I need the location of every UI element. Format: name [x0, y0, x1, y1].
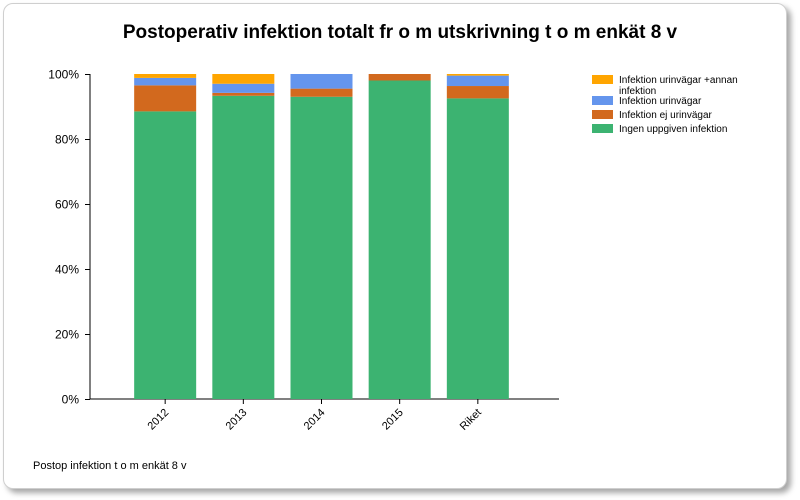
- x-tick-label: 2015: [380, 407, 406, 433]
- y-tick-label: 20%: [55, 328, 79, 342]
- legend-swatch: [592, 124, 613, 133]
- y-tick-label: 0%: [62, 393, 80, 407]
- legend-label: Infektion urinvägar: [619, 96, 702, 107]
- legend-label: infektion: [619, 86, 656, 97]
- legend-label: Ingen uppgiven infektion: [619, 124, 727, 135]
- bar-segment: [212, 95, 275, 400]
- bar-segment: [212, 83, 275, 93]
- chart-title: Postoperativ infektion totalt fr o m uts…: [122, 22, 678, 43]
- y-tick-label: 60%: [55, 198, 79, 212]
- y-tick-label: 40%: [55, 263, 79, 277]
- bar-segment: [134, 77, 197, 86]
- y-tick-label: 80%: [55, 133, 79, 147]
- bar-segment: [368, 74, 431, 81]
- bar-segment: [446, 98, 509, 399]
- x-tick-label: 2014: [302, 407, 328, 433]
- bar-segment: [134, 111, 197, 399]
- x-tick-label: Riket: [458, 407, 484, 433]
- chart-footer: Postop infektion t o m enkät 8 v: [33, 460, 187, 472]
- bar-segment: [290, 88, 353, 97]
- legend-swatch: [592, 110, 613, 119]
- bar-segment: [446, 74, 509, 76]
- bar-segment: [290, 74, 353, 89]
- legend-swatch: [592, 75, 613, 84]
- bar-segment: [446, 75, 509, 87]
- legend-label: Infektion ej urinvägar: [619, 110, 713, 121]
- y-tick-label: 100%: [48, 68, 79, 82]
- legend-swatch: [592, 96, 613, 105]
- legend-label: Infektion urinvägar +annan: [619, 75, 738, 86]
- bar-segment: [134, 74, 197, 78]
- bar-segment: [368, 80, 431, 399]
- x-tick-label: 2012: [145, 407, 171, 433]
- x-tick-label: 2013: [224, 407, 250, 433]
- bar-segment: [212, 92, 275, 96]
- bar-segment: [212, 74, 275, 84]
- bar-segment: [290, 96, 353, 399]
- bar-segment: [446, 86, 509, 99]
- bar-segment: [134, 85, 197, 112]
